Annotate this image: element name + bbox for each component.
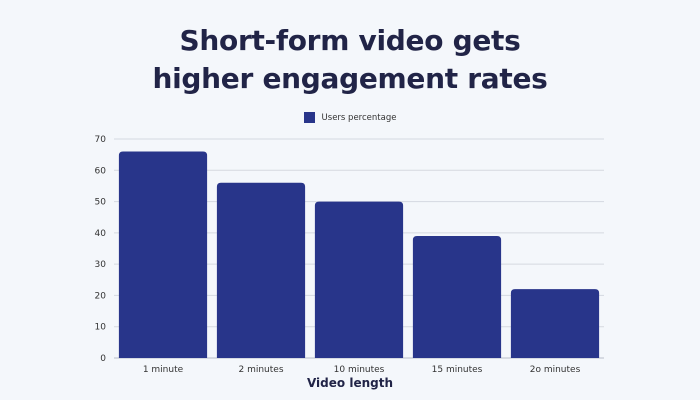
x-tick-label: 10 minutes: [334, 365, 385, 375]
chart-legend: Users percentage: [0, 112, 700, 123]
legend-label: Users percentage: [321, 112, 397, 123]
y-tick-label: 70: [95, 135, 107, 145]
bar: [510, 289, 600, 358]
x-tick-label: 2 minutes: [238, 365, 283, 375]
bar: [216, 182, 306, 358]
y-tick-label: 50: [95, 198, 107, 208]
x-tick-label: 15 minutes: [432, 365, 483, 375]
chart-title: Short-form video gets higher engagement …: [0, 22, 700, 98]
y-tick-label: 0: [100, 354, 106, 364]
chart-title-line-1: Short-form video gets: [179, 24, 521, 57]
bar: [412, 235, 502, 358]
x-tick-label: 1 minute: [143, 365, 184, 375]
y-tick-label: 30: [95, 260, 107, 270]
legend-swatch: [303, 112, 315, 123]
y-tick-label: 40: [95, 229, 107, 239]
x-axis-label: Video length: [306, 376, 393, 390]
x-tick-label: 2o minutes: [530, 365, 581, 375]
chart-title-line-2: higher engagement rates: [152, 62, 548, 95]
y-tick-label: 10: [95, 323, 107, 333]
bar: [118, 151, 208, 358]
y-tick-label: 20: [95, 291, 107, 301]
y-tick-label: 60: [95, 166, 107, 176]
bar: [314, 201, 404, 358]
